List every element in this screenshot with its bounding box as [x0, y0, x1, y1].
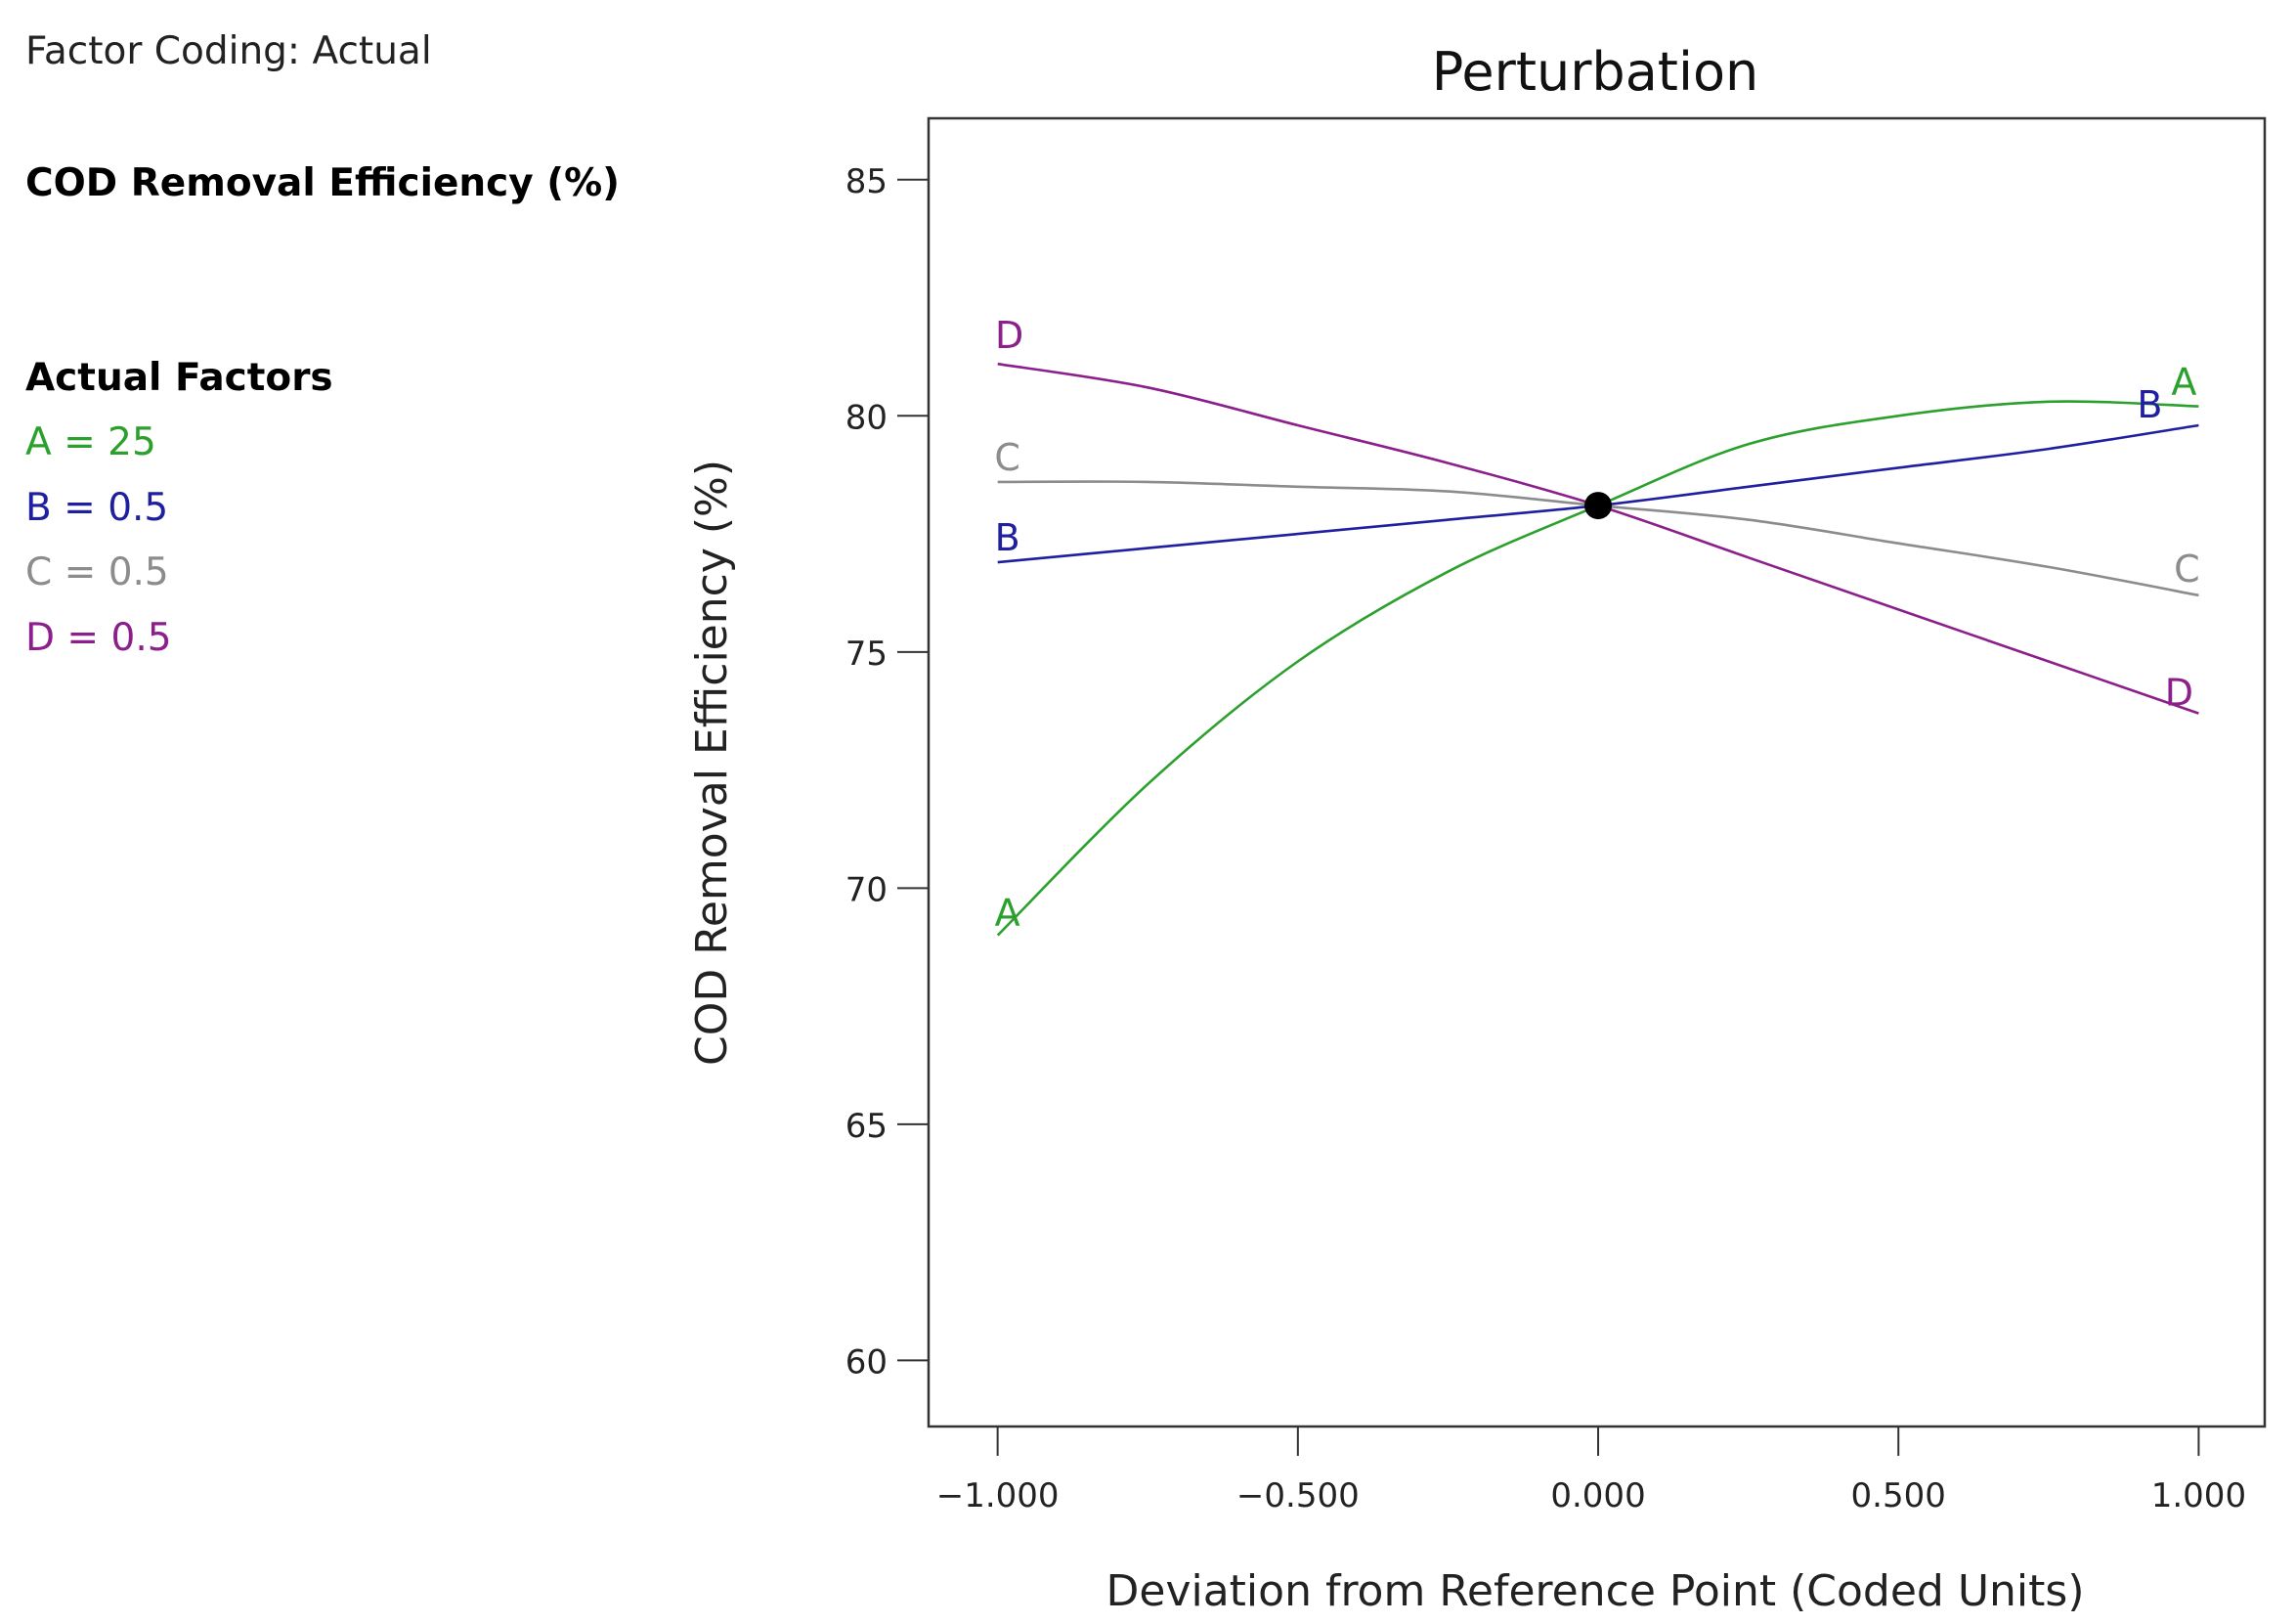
chart-title: Perturbation: [1432, 41, 1758, 103]
factor-c-value: C = 0.5: [25, 550, 169, 594]
series-label-start: B: [995, 516, 1020, 559]
x-axis-label: Deviation from Reference Point (Coded Un…: [1106, 1566, 2085, 1616]
series-line-d: [997, 362, 2199, 715]
response-name-label: COD Removal Efficiency (%): [25, 161, 621, 205]
series-label-end: D: [2165, 672, 2193, 715]
plot-frame: [927, 116, 2267, 1428]
x-tick-label: 0.000: [1550, 1476, 1645, 1515]
factor-coding-label: Factor Coding: Actual: [25, 29, 432, 73]
series-label-end: B: [2137, 383, 2162, 426]
series-label-start: A: [995, 892, 1020, 935]
x-axis: −1.000 −0.500 0.000 0.500 1.000: [936, 1426, 2246, 1515]
x-tick-label: 1.000: [2151, 1476, 2246, 1515]
reference-point-marker: [1584, 492, 1613, 520]
y-tick-label: 75: [845, 635, 888, 674]
x-tick-label: −0.500: [1236, 1476, 1360, 1515]
factor-d-value: D = 0.5: [25, 616, 172, 660]
y-tick-label: 85: [845, 162, 888, 201]
factor-a-value: A = 25: [25, 420, 156, 464]
y-tick-label: 65: [845, 1107, 888, 1146]
actual-factors-heading: Actual Factors: [25, 356, 333, 400]
series-label-end: A: [2171, 361, 2196, 404]
series-label-start: D: [995, 314, 1023, 357]
y-tick-label: 70: [845, 870, 888, 909]
series-label-start: C: [994, 436, 1020, 479]
factor-b-value: B = 0.5: [25, 486, 169, 530]
y-axis-label: COD Removal Efficiency (%): [687, 460, 737, 1066]
series-label-end: C: [2174, 548, 2200, 591]
x-tick-label: 0.500: [1851, 1476, 1946, 1515]
series-line-a: [996, 400, 2199, 937]
y-tick-label: 60: [845, 1342, 888, 1382]
x-tick-label: −1.000: [936, 1476, 1060, 1515]
y-axis: 60 65 70 75 80 85: [845, 162, 929, 1382]
y-tick-label: 80: [845, 398, 888, 437]
